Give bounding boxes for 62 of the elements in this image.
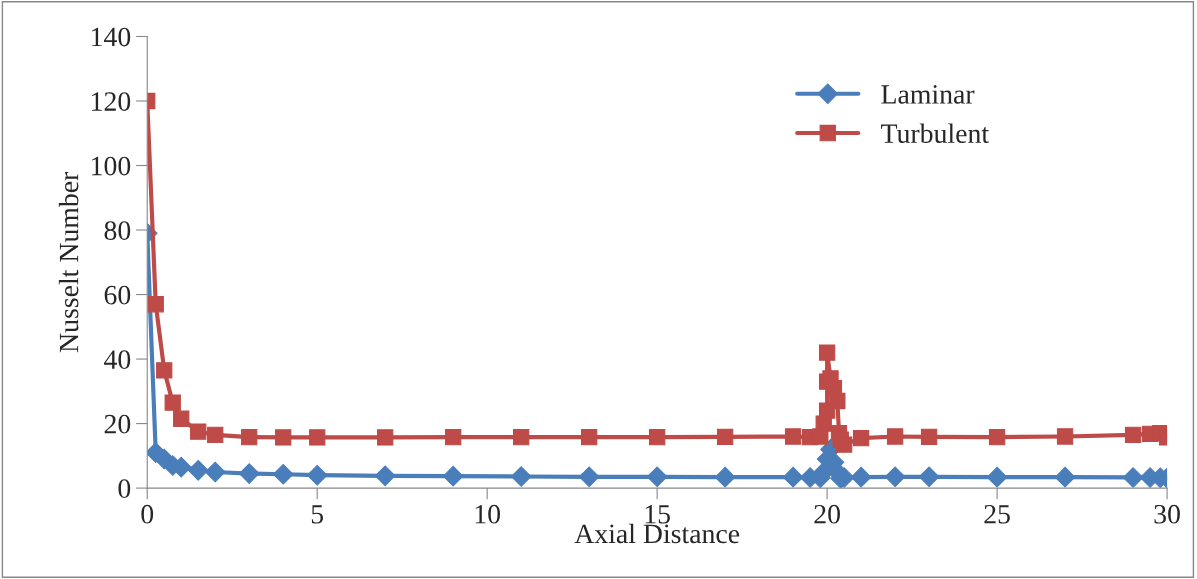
point — [578, 466, 600, 488]
point — [190, 423, 207, 440]
y-tick-label: 140 — [92, 27, 131, 47]
y-tick-label: 20 — [104, 414, 131, 434]
point — [1124, 426, 1142, 444]
point — [272, 463, 294, 485]
y-tick-label: 40 — [104, 350, 131, 369]
y-axis-title: Nusselt Number — [58, 171, 79, 353]
point — [306, 464, 328, 486]
legend-label: Turbulent — [881, 123, 989, 144]
x-tick-label: 20 — [814, 504, 840, 524]
point — [581, 428, 598, 446]
point — [1122, 467, 1144, 488]
x-axis-title: Axial Distance — [574, 523, 740, 544]
point — [714, 466, 736, 488]
point — [1054, 466, 1076, 488]
point — [829, 392, 846, 410]
point — [988, 428, 1006, 446]
point — [204, 461, 226, 483]
point — [852, 429, 870, 447]
point — [374, 465, 396, 487]
point — [918, 466, 940, 488]
point — [782, 466, 804, 488]
point — [207, 426, 224, 444]
point — [241, 428, 258, 446]
x-tick-label: 15 — [645, 505, 670, 524]
point — [156, 362, 173, 379]
point — [884, 466, 906, 488]
point — [164, 394, 181, 411]
point — [920, 428, 938, 445]
point — [445, 428, 462, 446]
point — [646, 466, 668, 488]
x-tick-label: 25 — [984, 504, 1010, 524]
y-tick-label: 120 — [92, 92, 131, 111]
point — [648, 428, 666, 446]
point — [513, 428, 530, 446]
legend-label: Laminar — [881, 85, 975, 104]
point — [510, 466, 532, 487]
point — [784, 428, 802, 445]
x-tick-label: 10 — [475, 504, 501, 524]
point — [275, 429, 292, 446]
point — [716, 428, 734, 445]
point — [187, 460, 209, 481]
point — [850, 466, 872, 488]
y-tick-label: 80 — [104, 221, 131, 240]
y-tick-label: 100 — [92, 156, 131, 176]
point — [818, 344, 836, 361]
point — [147, 296, 164, 313]
point — [173, 410, 190, 427]
y-tick-label: 60 — [104, 285, 131, 305]
point — [986, 466, 1008, 488]
point — [377, 429, 394, 446]
x-tick-label: 30 — [1154, 504, 1180, 524]
x-tick-label: 5 — [311, 505, 324, 524]
point — [835, 436, 853, 453]
x-tick-label: 0 — [141, 504, 154, 524]
point — [238, 463, 260, 484]
point — [886, 428, 904, 445]
y-tick-label: 0 — [118, 479, 131, 499]
point — [1056, 428, 1074, 445]
point — [309, 429, 326, 446]
point — [442, 465, 464, 487]
